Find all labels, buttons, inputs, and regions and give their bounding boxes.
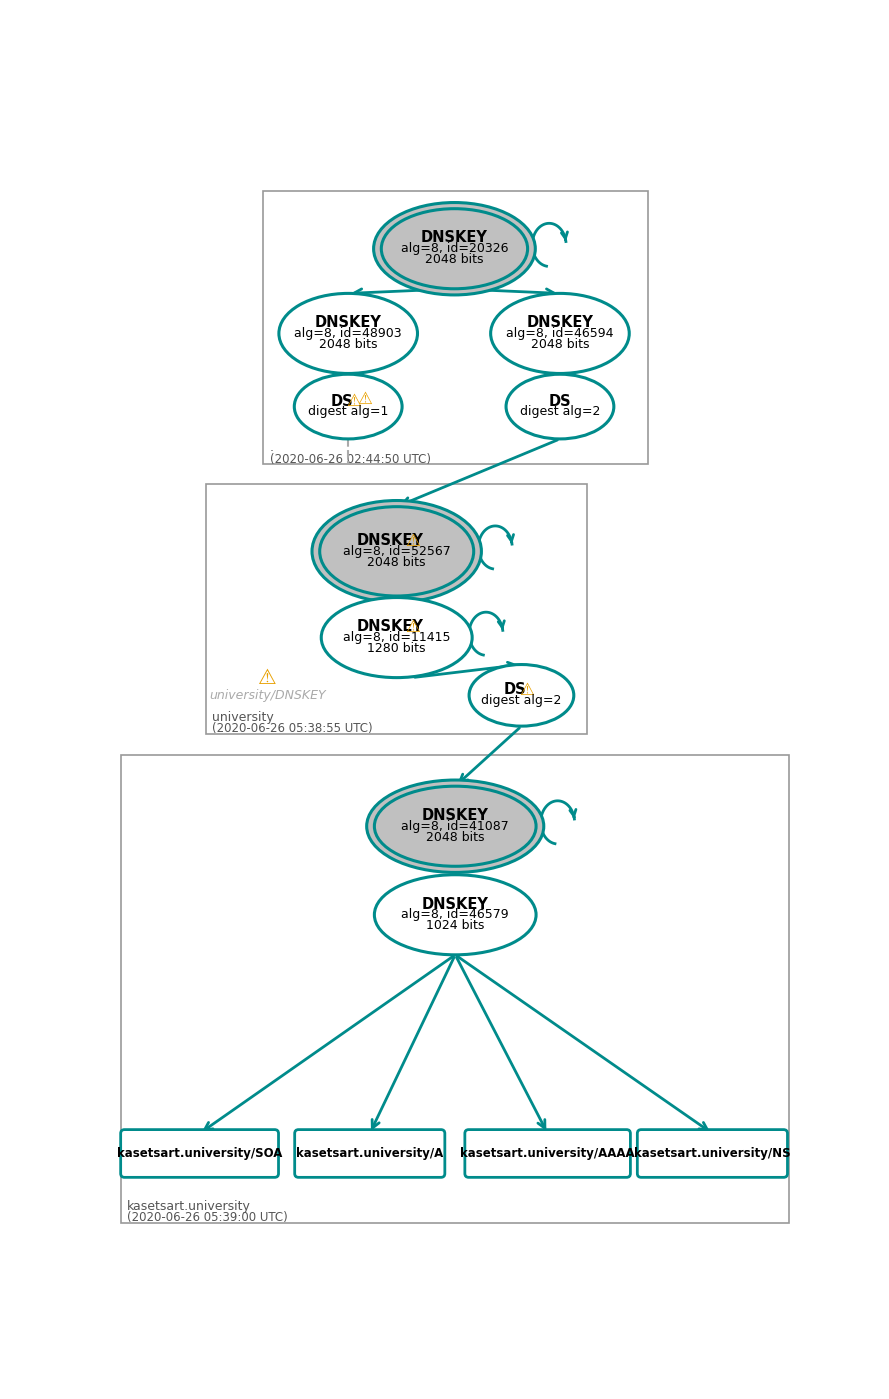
FancyBboxPatch shape (121, 1129, 278, 1178)
Ellipse shape (374, 874, 536, 956)
Bar (263, 192, 648, 464)
Text: alg=8, id=20326: alg=8, id=20326 (401, 242, 509, 255)
Text: DS: DS (504, 683, 526, 698)
Text: alg=8, id=52567: alg=8, id=52567 (343, 544, 451, 558)
Text: ⚠: ⚠ (405, 532, 420, 550)
Text: ⚠: ⚠ (258, 667, 276, 688)
Text: 1280 bits: 1280 bits (367, 642, 426, 655)
Text: 2048 bits: 2048 bits (367, 555, 426, 568)
Text: alg=8, id=41087: alg=8, id=41087 (401, 820, 509, 832)
Text: kasetsart.university/A: kasetsart.university/A (296, 1147, 444, 1160)
Text: 1024 bits: 1024 bits (426, 919, 485, 932)
Text: digest alg=1: digest alg=1 (308, 406, 388, 418)
Text: alg=8, id=46594: alg=8, id=46594 (506, 327, 613, 340)
Ellipse shape (366, 781, 544, 873)
Text: digest alg=2: digest alg=2 (481, 694, 562, 708)
Text: kasetsart.university/SOA: kasetsart.university/SOA (116, 1147, 283, 1160)
Bar (205, 484, 587, 734)
Text: university: university (212, 711, 274, 723)
Text: .: . (269, 441, 274, 455)
FancyBboxPatch shape (465, 1129, 630, 1178)
Text: 2048 bits: 2048 bits (319, 337, 378, 351)
Ellipse shape (312, 501, 482, 602)
Text: DS: DS (331, 393, 353, 409)
Text: DNSKEY: DNSKEY (421, 897, 489, 912)
Text: kasetsart.university: kasetsart.university (127, 1200, 251, 1213)
Text: ⚠: ⚠ (346, 392, 361, 410)
Text: (2020-06-26 02:44:50 UTC): (2020-06-26 02:44:50 UTC) (269, 453, 430, 466)
Text: DNSKEY: DNSKEY (526, 315, 593, 330)
Text: DNSKEY: DNSKEY (357, 620, 424, 634)
Text: 2048 bits: 2048 bits (425, 253, 484, 266)
Ellipse shape (321, 597, 472, 677)
Text: DNSKEY: DNSKEY (421, 231, 488, 245)
Ellipse shape (374, 786, 536, 866)
Text: 2048 bits: 2048 bits (426, 831, 485, 844)
Text: university/DNSKEY: university/DNSKEY (209, 688, 325, 702)
Ellipse shape (469, 665, 573, 726)
Text: ⚠: ⚠ (405, 618, 420, 635)
Text: digest alg=2: digest alg=2 (520, 406, 600, 418)
Text: DNSKEY: DNSKEY (357, 533, 424, 548)
Text: 2048 bits: 2048 bits (531, 337, 589, 351)
Text: DNSKEY: DNSKEY (421, 809, 489, 823)
Text: (2020-06-26 05:38:55 UTC): (2020-06-26 05:38:55 UTC) (212, 722, 372, 736)
Text: kasetsart.university/AAAA: kasetsart.university/AAAA (461, 1147, 635, 1160)
Ellipse shape (279, 294, 418, 374)
Ellipse shape (294, 375, 402, 439)
Text: alg=8, id=48903: alg=8, id=48903 (294, 327, 402, 340)
Ellipse shape (381, 208, 527, 288)
Text: alg=8, id=11415: alg=8, id=11415 (343, 631, 451, 644)
Ellipse shape (506, 375, 613, 439)
Text: (2020-06-26 05:39:00 UTC): (2020-06-26 05:39:00 UTC) (127, 1212, 288, 1224)
Text: ⚠: ⚠ (519, 681, 534, 700)
Bar (121, 754, 789, 1223)
Text: kasetsart.university/NS: kasetsart.university/NS (634, 1147, 790, 1160)
FancyBboxPatch shape (637, 1129, 788, 1178)
Text: alg=8, id=46579: alg=8, id=46579 (402, 908, 509, 922)
Ellipse shape (373, 203, 535, 295)
Text: ⚠: ⚠ (357, 390, 372, 409)
Ellipse shape (320, 506, 474, 596)
Text: DS: DS (549, 393, 572, 409)
FancyBboxPatch shape (294, 1129, 444, 1178)
Text: DNSKEY: DNSKEY (315, 315, 381, 330)
Ellipse shape (491, 294, 629, 374)
